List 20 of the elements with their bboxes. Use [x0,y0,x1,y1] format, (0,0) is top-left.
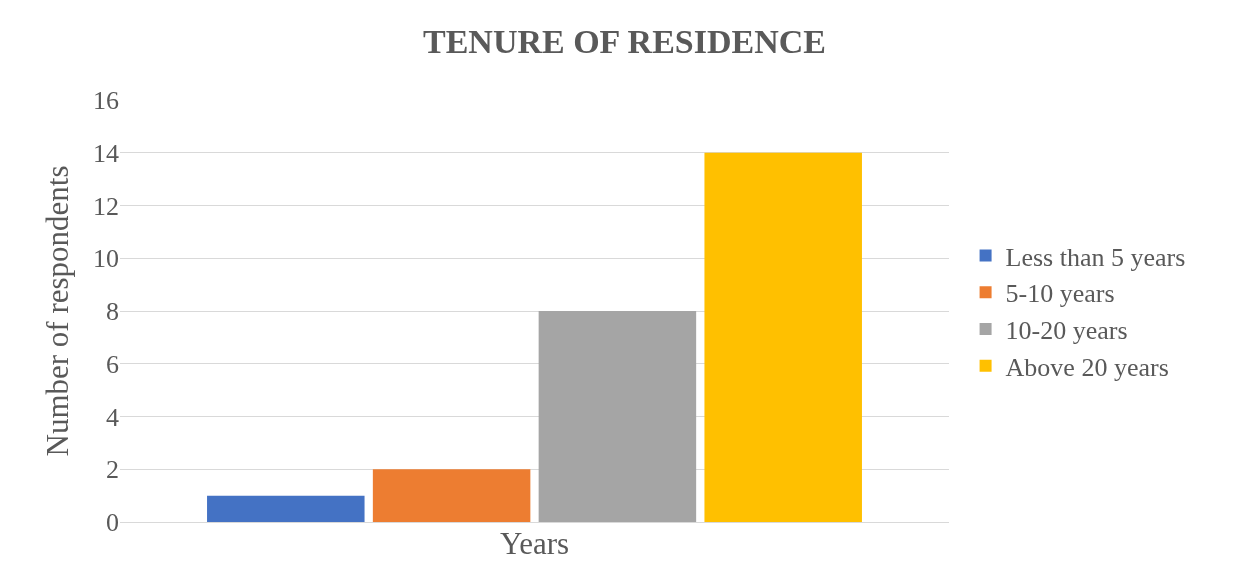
legend-label: 5-10 years [1005,279,1115,309]
bar [372,469,531,522]
bar [538,311,697,522]
y-tick-label: 8 [106,297,119,327]
y-tick-label: 6 [106,349,119,379]
y-tick-label: 14 [93,138,119,168]
y-tick-label: 4 [106,402,119,432]
y-tick-label: 12 [93,191,119,221]
legend-label: 10-20 years [1005,316,1128,346]
x-axis-title: Years [499,526,570,562]
y-tick-label: 10 [93,244,119,274]
y-tick-label: 2 [106,455,119,485]
bar [207,495,365,522]
legend-label: Less than 5 years [1005,242,1186,272]
y-tick-label: 16 [93,86,119,116]
y-tick-label: 0 [106,508,119,538]
y-axis-title: Number of respondents [39,165,75,457]
chart-title: TENURE OF RESIDENCE [422,22,827,60]
legend-label: Above 20 years [1005,352,1169,382]
bar [704,152,862,522]
